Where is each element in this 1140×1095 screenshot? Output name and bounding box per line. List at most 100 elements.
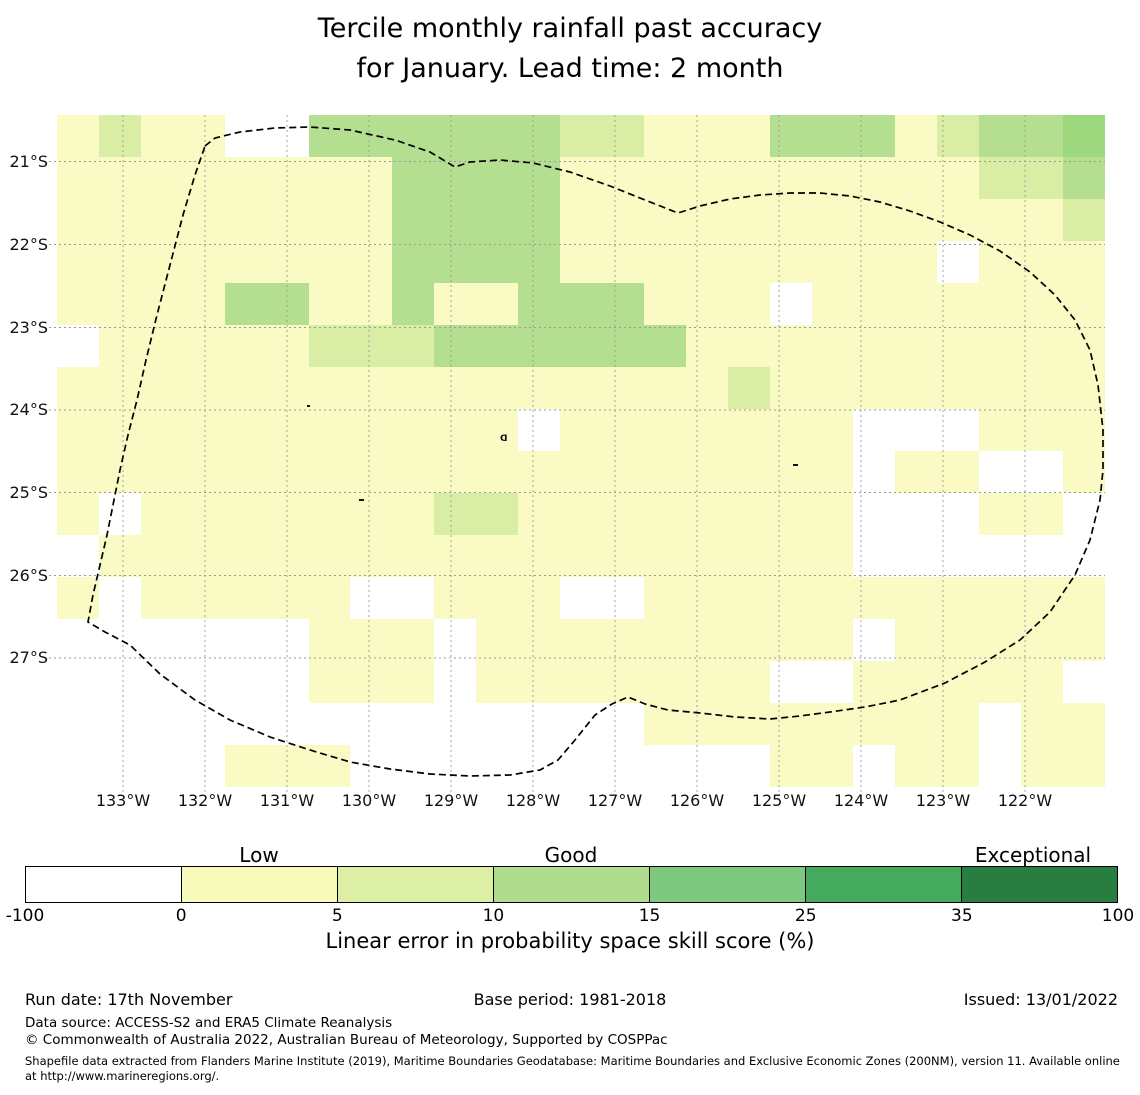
map-cell (434, 493, 477, 535)
map-cell (560, 703, 602, 745)
map-cell (979, 283, 1022, 325)
map-cell (727, 535, 770, 577)
y-tick-label: 26°S (9, 565, 48, 585)
map-cell (392, 493, 435, 535)
map-cell (308, 115, 351, 157)
map-cell (98, 409, 141, 451)
map-cell (182, 283, 225, 325)
map-cell (140, 661, 183, 703)
map-cell (685, 451, 728, 493)
map-cell (392, 535, 435, 577)
map-cell (811, 661, 854, 703)
map-cell (182, 199, 225, 241)
colorbar-segment (182, 867, 338, 902)
map-cell (266, 367, 309, 409)
map-cell (224, 115, 267, 157)
map-cell (853, 409, 896, 451)
colorbar-title: Linear error in probability space skill … (325, 929, 815, 953)
map-cell (560, 451, 602, 493)
map-cell (937, 409, 980, 451)
map-cell (853, 493, 896, 535)
map-cell (643, 745, 686, 787)
map-cell (560, 619, 602, 661)
issued-text: Issued: 13/01/2022 (963, 990, 1118, 1009)
map-cell (98, 241, 141, 283)
map-cell (392, 619, 435, 661)
map-cell (727, 409, 770, 451)
map-cell (476, 283, 519, 325)
map-cell (853, 535, 896, 577)
map-cell (350, 157, 393, 199)
map-cell (140, 493, 183, 535)
map-cell (601, 325, 644, 367)
map-cell (434, 619, 477, 661)
map-cell (140, 241, 183, 283)
map-cell (140, 199, 183, 241)
map-cell (895, 367, 938, 409)
map-cell (895, 703, 938, 745)
colorbar-section-label: Exceptional (974, 843, 1092, 867)
map-cell (895, 283, 938, 325)
y-tick-label: 27°S (9, 648, 48, 667)
map-cell (895, 535, 938, 577)
map-cell (350, 409, 393, 451)
map-cell (1063, 157, 1105, 199)
map-cell (266, 745, 309, 787)
map-cell (434, 745, 477, 787)
map-cell (769, 241, 812, 283)
map-cell (57, 367, 99, 409)
map-cell (643, 493, 686, 535)
x-tick-label: 124°W (833, 791, 889, 810)
map-cell (811, 535, 854, 577)
map-cell (182, 367, 225, 409)
map-cell (434, 241, 477, 283)
map-cell (476, 703, 519, 745)
map-cell (853, 661, 896, 703)
map-cell (727, 493, 770, 535)
map-cell (434, 325, 477, 367)
map-cell (685, 283, 728, 325)
map-cell (182, 535, 225, 577)
map-cell (476, 367, 519, 409)
map-cell (266, 283, 309, 325)
map-cell (57, 409, 99, 451)
map-cell (182, 577, 225, 619)
map-cell (1063, 451, 1105, 493)
island-dot (307, 405, 310, 407)
map-cell (224, 703, 267, 745)
map-cell (308, 157, 351, 199)
map-cell (643, 199, 686, 241)
map-cell (979, 451, 1022, 493)
map-cell (601, 283, 644, 325)
map-cell (685, 535, 728, 577)
map-cell (895, 619, 938, 661)
map-cell (266, 451, 309, 493)
map-cell (685, 367, 728, 409)
map-cell (140, 451, 183, 493)
map-cell (308, 493, 351, 535)
map-cell (811, 703, 854, 745)
map-cell (518, 703, 561, 745)
map-cell (57, 703, 99, 745)
map-cell (643, 409, 686, 451)
map-cell (350, 619, 393, 661)
map-cell (434, 661, 477, 703)
map-cell (601, 745, 644, 787)
map-cell (937, 115, 980, 157)
map-cell (476, 115, 519, 157)
map-cell (937, 577, 980, 619)
map-cell (434, 535, 477, 577)
map-cell (937, 745, 980, 787)
map-cell (392, 661, 435, 703)
map-cell (392, 451, 435, 493)
map-cell (476, 241, 519, 283)
map-cell (769, 745, 812, 787)
map-cell (266, 493, 309, 535)
y-tick-label: 23°S (9, 317, 48, 337)
map-cell (727, 619, 770, 661)
map-cell (979, 577, 1022, 619)
map-cell (57, 577, 99, 619)
map-cell (266, 241, 309, 283)
map-cell (392, 577, 435, 619)
